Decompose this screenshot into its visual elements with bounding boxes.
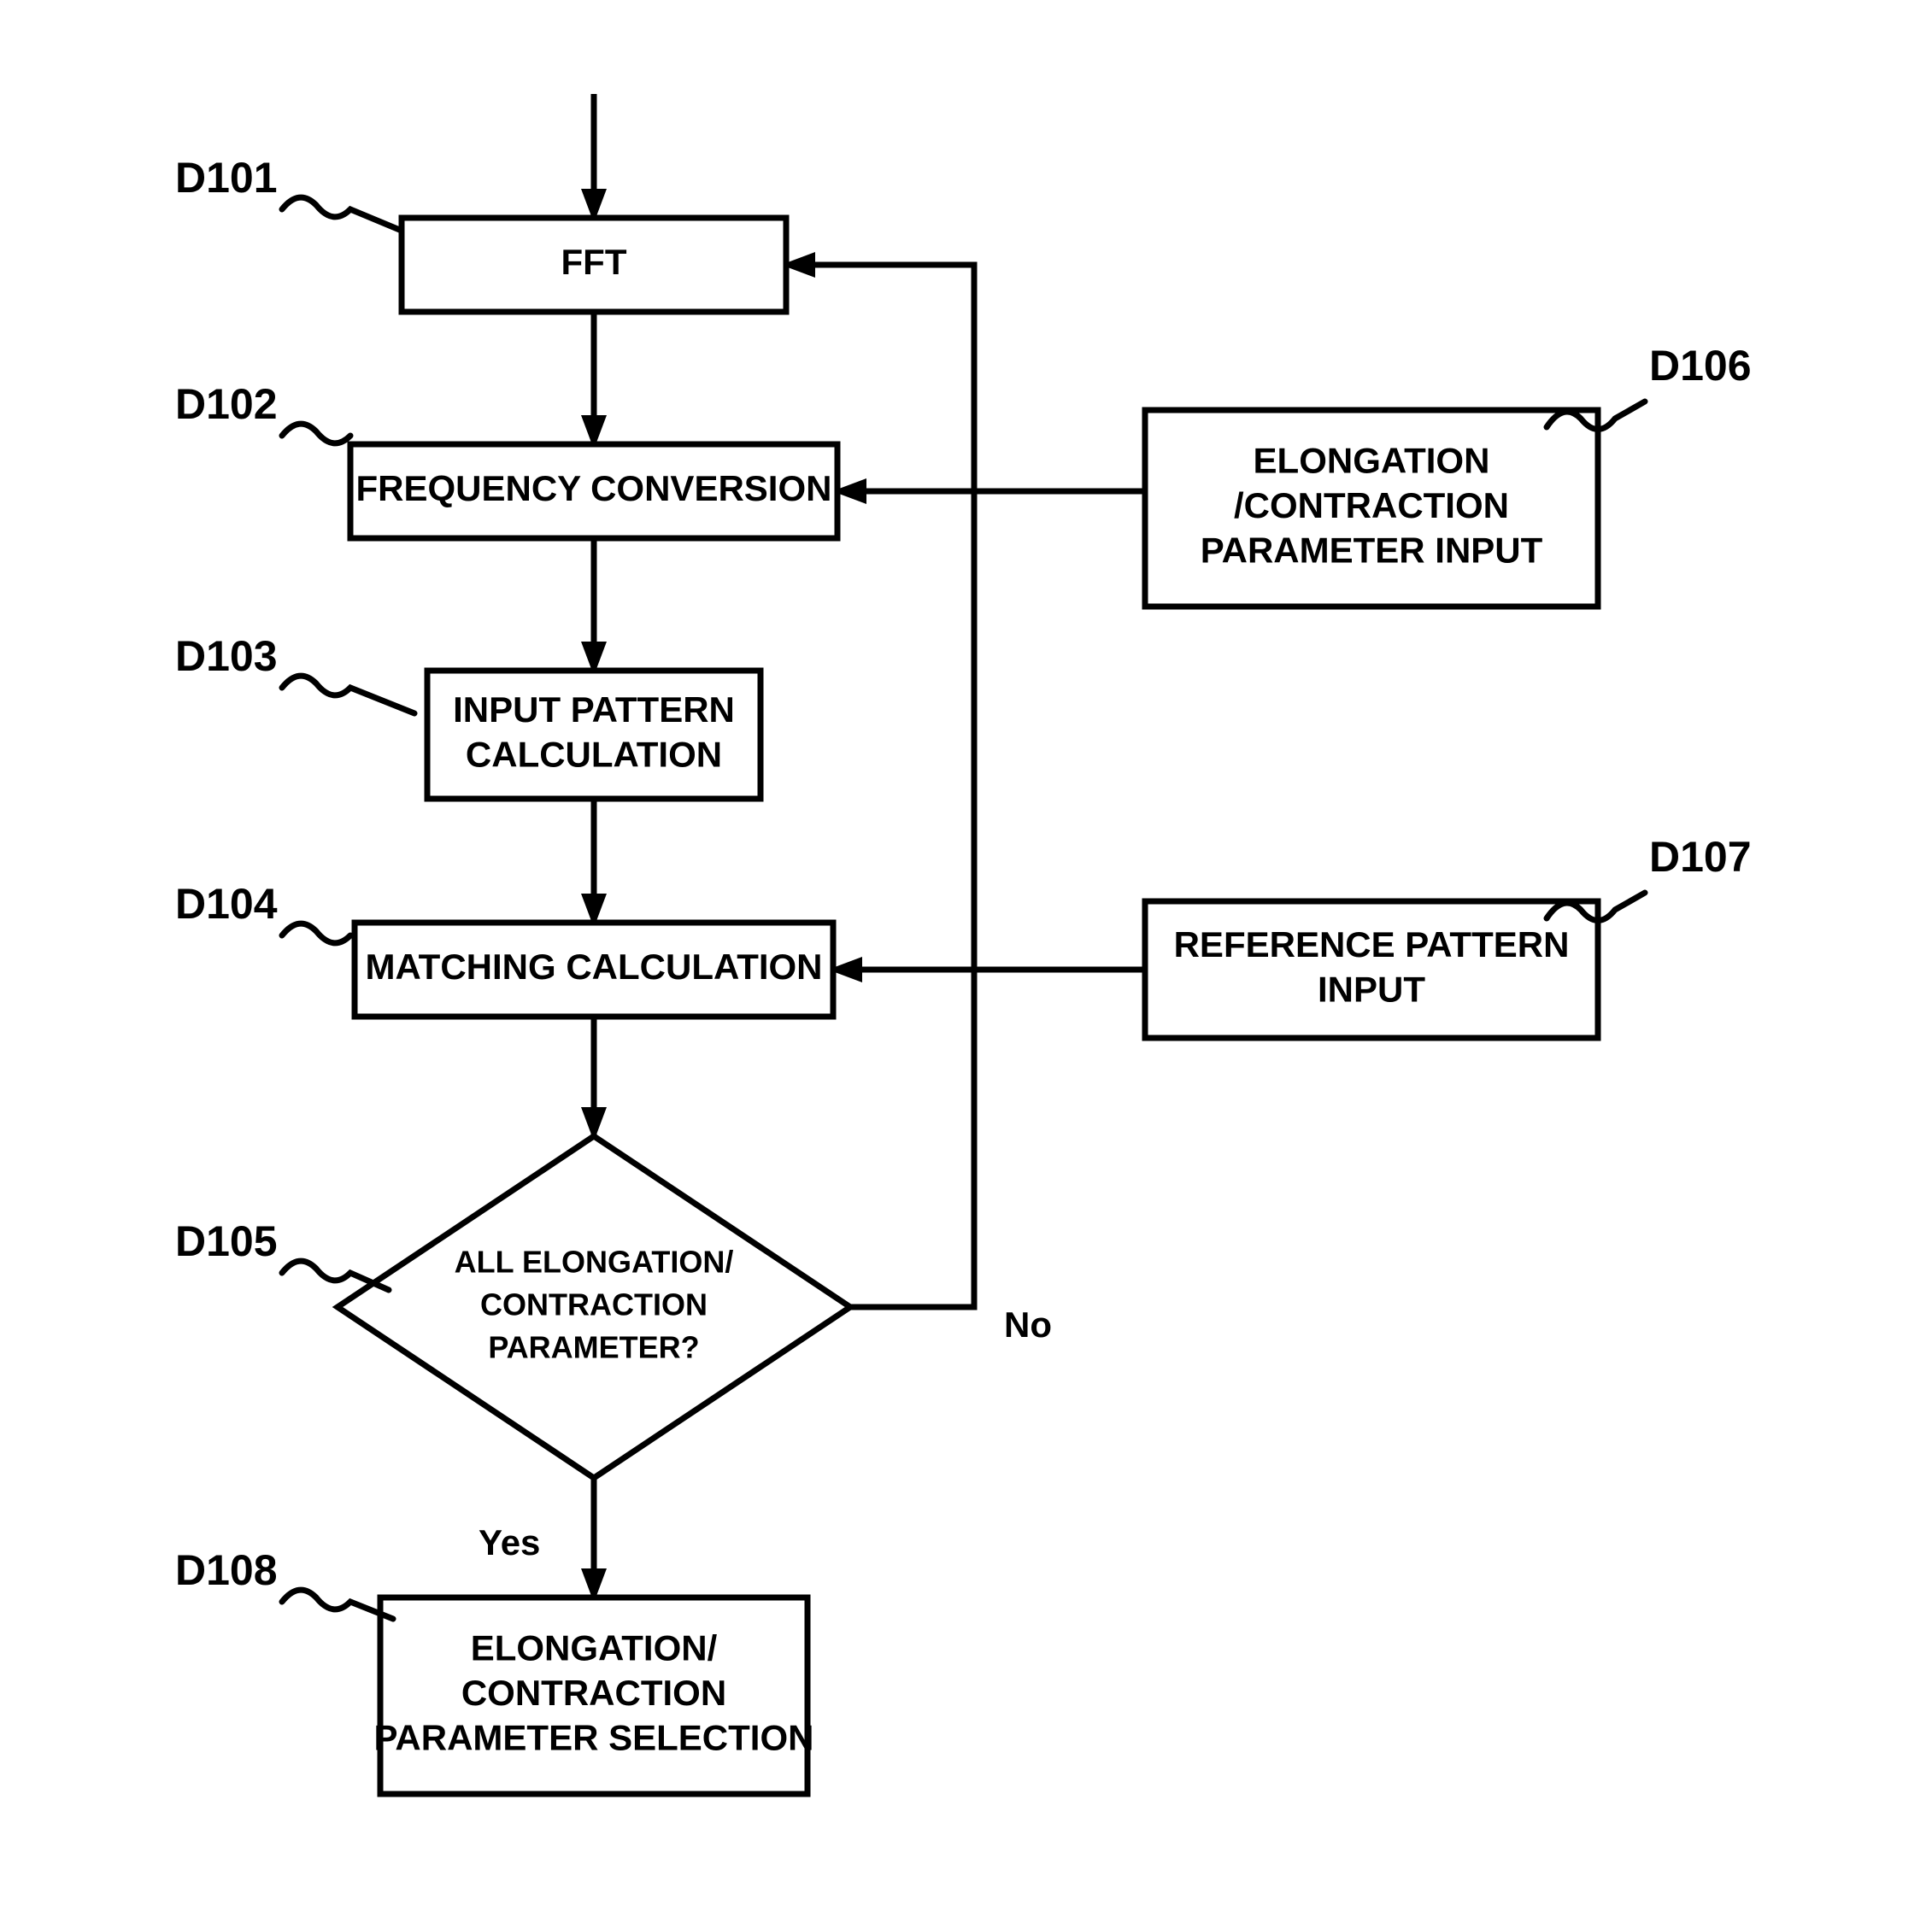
box-d108-line-2: PARAMETER SELECTION	[374, 1718, 814, 1758]
box-d102-line-0: FREQUENCY CONVERSION	[356, 468, 832, 508]
decision-line-2: PARAMETER?	[488, 1330, 699, 1365]
callout-d108-leader	[282, 1590, 393, 1619]
decision-line-0: ALL ELONGATION/	[455, 1245, 734, 1280]
box-d102: FREQUENCY CONVERSION	[350, 444, 837, 538]
box-d108-line-0: ELONGATION/	[471, 1628, 718, 1668]
decision-line-1: CONTRACTION	[480, 1287, 708, 1322]
box-d106-line-2: PARAMETER INPUT	[1201, 531, 1543, 571]
callout-d103-leader	[282, 676, 414, 713]
callout-d104-text: D104	[175, 880, 278, 928]
box-d106-line-0: ELONGATION	[1254, 441, 1490, 481]
callout-d103-text: D103	[175, 632, 278, 680]
callout-d107-text: D107	[1649, 833, 1752, 881]
callout-d101-text: D101	[175, 154, 278, 202]
callout-d105-text: D105	[175, 1217, 278, 1265]
callout-d102-leader	[282, 424, 350, 443]
box-d104: MATCHING CALCULATION	[355, 923, 833, 1017]
box-d103-line-0: INPUT PATTERN	[453, 689, 735, 730]
box-d107-line-0: REFERENCE PATTERN	[1174, 924, 1570, 964]
box-d107-line-1: INPUT	[1318, 969, 1425, 1009]
box-d103-line-1: CALCULATION	[466, 734, 722, 774]
branch-no: No	[1004, 1304, 1052, 1345]
box-d108-line-1: CONTRACTION	[461, 1673, 726, 1713]
box-d103: INPUT PATTERNCALCULATION	[427, 671, 760, 799]
branch-yes: Yes	[479, 1522, 540, 1562]
callout-d103: D103	[175, 632, 414, 713]
box-d107: REFERENCE PATTERN INPUT	[1145, 901, 1598, 1038]
callout-d106-text: D106	[1649, 342, 1752, 390]
decision-d105: ALL ELONGATION/CONTRACTION PARAMETER?	[338, 1136, 850, 1478]
box-d106: ELONGATION/CONTRACTION PARAMETER INPUT	[1145, 410, 1598, 607]
callout-d108-text: D108	[175, 1546, 278, 1594]
callout-d102: D102	[175, 380, 350, 443]
callout-d101-leader	[282, 197, 402, 231]
box-d101: FFT	[402, 218, 786, 312]
box-d106-line-1: /CONTRACTION	[1234, 485, 1509, 525]
callout-d101: D101	[175, 154, 402, 231]
callout-d102-text: D102	[175, 380, 278, 428]
callout-d105-leader	[282, 1261, 389, 1290]
box-d101-line-0: FFT	[561, 242, 627, 282]
box-d108: ELONGATION/CONTRACTION PARAMETER SELECTIO…	[374, 1598, 814, 1794]
callout-d104: D104	[175, 880, 350, 943]
callout-d106: D106	[1547, 342, 1752, 430]
flow-edge	[786, 265, 974, 1307]
callout-d107: D107	[1547, 833, 1752, 921]
callout-d104-leader	[282, 923, 350, 943]
box-d104-line-0: MATCHING CALCULATION	[365, 947, 822, 987]
callout-d108: D108	[175, 1546, 393, 1619]
callout-d105: D105	[175, 1217, 389, 1290]
